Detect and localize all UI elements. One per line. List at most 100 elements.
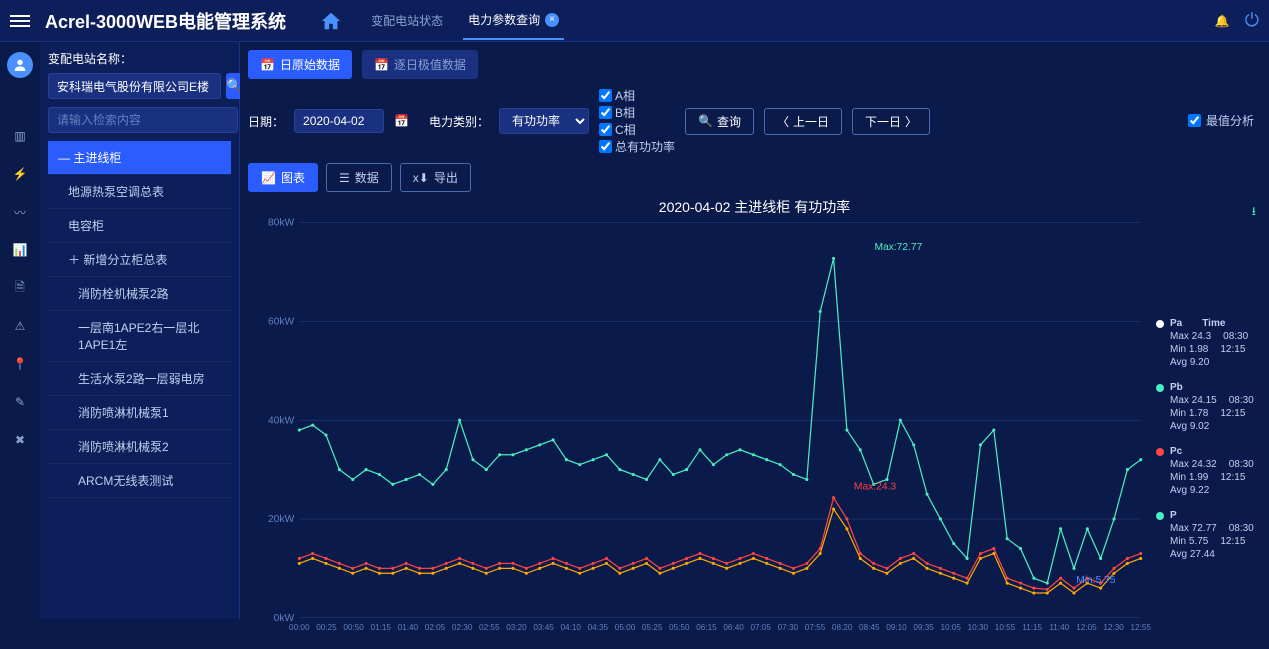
legend: PaTimeMax 24.308:30Min 1.9812:15Avg 9.20…: [1151, 197, 1261, 649]
svg-text:40kW: 40kW: [268, 415, 295, 426]
svg-text:01:15: 01:15: [370, 623, 391, 632]
svg-text:03:20: 03:20: [506, 623, 527, 632]
svg-text:02:55: 02:55: [479, 623, 500, 632]
view-button[interactable]: x⬇导出: [400, 163, 471, 192]
tree-item[interactable]: 消防栓机械泵2路: [48, 277, 231, 311]
cal-icon[interactable]: 📅: [394, 114, 409, 128]
svg-text:10:55: 10:55: [995, 623, 1016, 632]
prev-day-button[interactable]: 〈 上一日: [764, 108, 842, 135]
type-select[interactable]: 有功功率: [499, 108, 589, 134]
date-input[interactable]: [294, 109, 384, 133]
tree-item[interactable]: 地源热泵空调总表: [48, 175, 231, 209]
header-tabs: 变配电站状态电力参数查询×: [366, 1, 1215, 40]
peak-checkbox[interactable]: 最值分析: [1188, 112, 1254, 129]
svg-text:03:45: 03:45: [533, 623, 554, 632]
toolbar: 日期： 📅 电力类别： 有功功率 A相 B相 C相 总有功功率 🔍 查询 〈 上…: [248, 87, 1261, 155]
legend-item: PMax 72.7708:30Min 5.7512:15Avg 27.44: [1156, 509, 1256, 561]
tab-close-icon[interactable]: ×: [545, 13, 559, 27]
avatar[interactable]: [7, 52, 33, 78]
tree-item[interactable]: — 主进线柜: [48, 141, 231, 175]
svg-text:05:00: 05:00: [615, 623, 636, 632]
header: Acrel-3000WEB电能管理系统 变配电站状态电力参数查询× 🔔 ⏻: [0, 0, 1269, 42]
phase-checkbox[interactable]: A相: [599, 87, 675, 104]
chart-area: 2020-04-02 主进线柜 有功功率 ⭳ 0kW20kW40kW60kW80…: [248, 197, 1261, 649]
chart: 0kW20kW40kW60kW80kW00:0000:2500:5001:150…: [248, 197, 1151, 649]
view-button[interactable]: 📈图表: [248, 163, 318, 192]
tree-item[interactable]: 生活水泵2路一层弱电房: [48, 362, 231, 396]
svg-text:08:45: 08:45: [859, 623, 880, 632]
tree-item[interactable]: 电容柜: [48, 209, 231, 243]
hamburger-icon[interactable]: [10, 12, 30, 30]
svg-text:06:40: 06:40: [723, 623, 744, 632]
sub-tabs: 📅日原始数据 📅逐日极值数据: [248, 50, 1261, 79]
svg-text:10:30: 10:30: [968, 623, 989, 632]
tree: — 主进线柜地源热泵空调总表电容柜＋ 新增分立柜总表消防栓机械泵2路一层南1AP…: [48, 141, 231, 498]
sub-tab[interactable]: 📅日原始数据: [248, 50, 352, 79]
header-actions: 🔔 ⏻: [1215, 10, 1259, 31]
station-label: 变配电站名称：: [48, 50, 231, 67]
header-tab[interactable]: 电力参数查询×: [463, 1, 564, 40]
query-button[interactable]: 🔍 查询: [685, 108, 754, 135]
alert-icon[interactable]: ⚠: [10, 316, 30, 336]
svg-text:01:40: 01:40: [398, 623, 419, 632]
svg-text:11:15: 11:15: [1022, 623, 1042, 632]
peak-check-input[interactable]: [1188, 114, 1201, 127]
svg-text:04:35: 04:35: [588, 623, 609, 632]
svg-text:06:15: 06:15: [696, 623, 717, 632]
wave-icon[interactable]: 〰: [10, 202, 30, 222]
monitor-icon[interactable]: ▥: [10, 126, 30, 146]
svg-text:12:30: 12:30: [1103, 623, 1124, 632]
legend-item: PaTimeMax 24.308:30Min 1.9812:15Avg 9.20: [1156, 317, 1256, 369]
svg-text:02:05: 02:05: [425, 623, 446, 632]
view-buttons: 📈图表 ☰数据 x⬇导出: [248, 163, 1261, 192]
search-input[interactable]: [48, 107, 238, 133]
sidebar: 变配电站名称： 🔍 — 主进线柜地源热泵空调总表电容柜＋ 新增分立柜总表消防栓机…: [40, 42, 240, 619]
view-button[interactable]: ☰数据: [326, 163, 392, 192]
bars-icon[interactable]: 📊: [10, 240, 30, 260]
phase-checkbox[interactable]: B相: [599, 104, 675, 121]
svg-text:00:25: 00:25: [316, 623, 337, 632]
svg-text:08:20: 08:20: [832, 623, 853, 632]
tree-item[interactable]: ＋ 新增分立柜总表: [48, 243, 231, 277]
chart-title: 2020-04-02 主进线柜 有功功率: [659, 197, 850, 217]
pin-icon[interactable]: 📍: [10, 354, 30, 374]
station-input[interactable]: [48, 73, 221, 99]
phase-checkbox[interactable]: C相: [599, 121, 675, 138]
legend-item: PcMax 24.3208:30Min 1.9912:15Avg 9.22: [1156, 445, 1256, 497]
header-tab[interactable]: 变配电站状态: [366, 1, 448, 40]
bell-icon[interactable]: 🔔: [1215, 14, 1230, 28]
phase-checkbox[interactable]: 总有功功率: [599, 138, 675, 155]
svg-text:09:35: 09:35: [913, 623, 934, 632]
app-title: Acrel-3000WEB电能管理系统: [45, 8, 286, 34]
tools-icon[interactable]: ✖: [10, 430, 30, 450]
tree-item[interactable]: 消防喷淋机械泵2: [48, 430, 231, 464]
svg-text:09:10: 09:10: [886, 623, 907, 632]
legend-item: PbMax 24.1508:30Min 1.7812:15Avg 9.02: [1156, 381, 1256, 433]
svg-text:Min:5.75: Min:5.75: [1076, 575, 1116, 586]
svg-text:04:10: 04:10: [560, 623, 581, 632]
tree-item[interactable]: 消防喷淋机械泵1: [48, 396, 231, 430]
svg-text:60kW: 60kW: [268, 316, 295, 327]
svg-text:Max:72.77: Max:72.77: [874, 242, 922, 253]
bolt-icon[interactable]: ⚡: [10, 164, 30, 184]
svg-text:05:50: 05:50: [669, 623, 690, 632]
tree-item[interactable]: ARCM无线表测试: [48, 464, 231, 498]
sub-tab[interactable]: 📅逐日极值数据: [362, 50, 478, 79]
doc-icon[interactable]: 🗎: [10, 278, 30, 298]
type-label: 电力类别：: [429, 113, 489, 130]
content: 📅日原始数据 📅逐日极值数据 日期： 📅 电力类别： 有功功率 A相 B相 C相 …: [240, 42, 1269, 619]
home-icon[interactable]: [316, 6, 346, 36]
svg-text:07:55: 07:55: [805, 623, 826, 632]
power-icon[interactable]: ⏻: [1245, 10, 1259, 31]
date-label: 日期：: [248, 113, 284, 130]
edit-icon[interactable]: ✎: [10, 392, 30, 412]
svg-text:00:50: 00:50: [343, 623, 364, 632]
svg-text:12:55: 12:55: [1130, 623, 1151, 632]
svg-text:Max:24.3: Max:24.3: [854, 482, 896, 493]
icon-sidebar: ▥ ⚡ 〰 📊 🗎 ⚠ 📍 ✎ ✖: [0, 42, 40, 619]
svg-text:80kW: 80kW: [268, 218, 295, 229]
next-day-button[interactable]: 下一日 〉: [852, 108, 930, 135]
tree-item[interactable]: 一层南1APE2右一层北1APE1左: [48, 311, 231, 362]
svg-text:20kW: 20kW: [268, 514, 295, 525]
download-icon[interactable]: ⭳: [1252, 202, 1256, 223]
